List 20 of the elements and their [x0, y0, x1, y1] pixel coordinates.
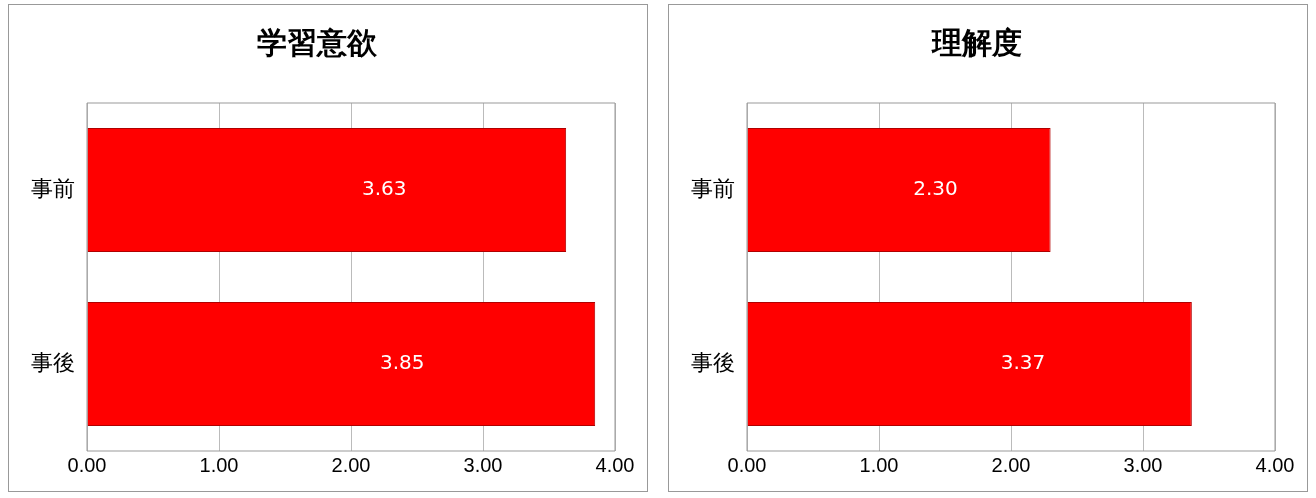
y-tick-label: 事前	[31, 176, 75, 202]
x-tick-label: 3.00	[1123, 453, 1163, 476]
x-tick-label: 0.00	[727, 453, 767, 476]
x-tick-label: 1.00	[199, 453, 239, 476]
x-tick-label: 4.00	[1255, 453, 1295, 476]
x-tick-label: 1.00	[859, 453, 899, 476]
y-tick-label: 事前	[691, 176, 735, 202]
x-tick-label: 4.00	[595, 453, 635, 476]
chart-title: 学習意欲	[257, 26, 378, 60]
data-label: 2.30	[913, 176, 958, 201]
chart-title: 理解度	[931, 26, 1022, 60]
x-tick-label: 3.00	[463, 453, 503, 476]
data-label: 3.85	[380, 350, 425, 375]
x-tick-label: 2.00	[331, 453, 371, 476]
data-label: 3.63	[362, 176, 407, 201]
data-label: 3.37	[1000, 350, 1046, 375]
x-tick-label: 2.00	[991, 453, 1031, 476]
y-tick-label: 事後	[691, 350, 735, 376]
x-tick-label: 0.00	[67, 453, 107, 476]
y-tick-label: 事後	[31, 350, 75, 376]
